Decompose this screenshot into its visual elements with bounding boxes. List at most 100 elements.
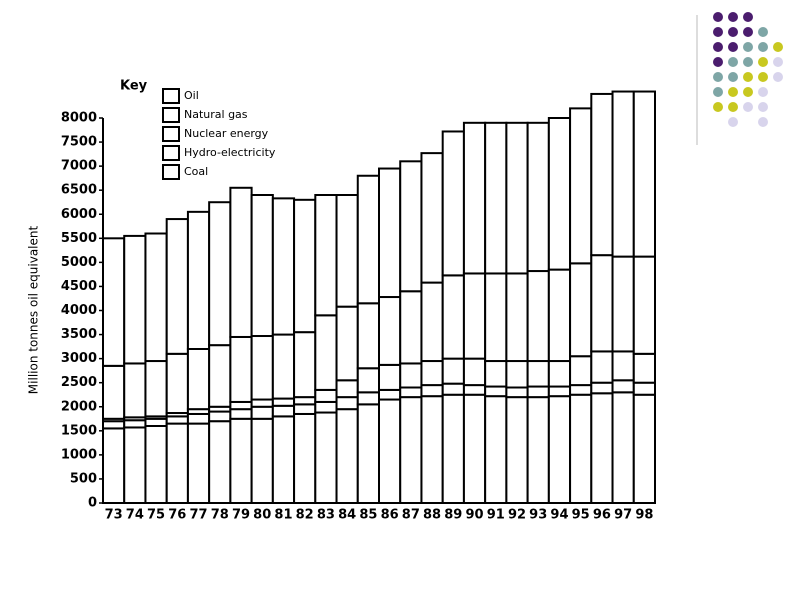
bar-segment <box>186 422 211 504</box>
x-tick-label: 87 <box>402 508 420 523</box>
bar-segment <box>420 281 444 363</box>
bar-segment <box>526 396 550 504</box>
bar-segment <box>420 395 444 505</box>
bar-segment <box>356 403 380 504</box>
bar-segment <box>378 363 402 391</box>
y-tick-label: 6000 <box>61 207 97 222</box>
y-tick-label: 2500 <box>61 375 97 390</box>
bar-segment <box>420 152 444 284</box>
legend-label: Nuclear energy <box>184 127 269 140</box>
x-tick-label: 75 <box>147 508 165 523</box>
y-tick-label: 4500 <box>61 279 97 294</box>
x-tick-label: 77 <box>189 508 207 523</box>
bar-segment <box>250 194 274 338</box>
bar-segment <box>611 379 635 394</box>
bar-segment <box>399 386 423 399</box>
bar-segment <box>293 331 317 399</box>
bar-segment <box>378 167 402 299</box>
y-tick-label: 500 <box>70 471 97 486</box>
bar-segment <box>314 194 338 317</box>
bar-segment <box>229 417 253 504</box>
bar-segment <box>123 426 147 505</box>
bar-segment <box>569 355 593 387</box>
bar-segment <box>590 254 614 353</box>
bar-segment <box>229 335 253 403</box>
bar-segment <box>590 350 614 384</box>
bar-segment <box>526 360 550 388</box>
x-tick-label: 98 <box>635 508 653 523</box>
bar-segment <box>441 274 465 360</box>
bar-segment <box>632 393 656 504</box>
bar-segment <box>293 198 317 334</box>
y-tick-label: 1000 <box>61 447 97 462</box>
legend-label: Natural gas <box>184 108 248 121</box>
bar-segment <box>293 396 317 406</box>
x-tick-label: 81 <box>274 508 292 523</box>
y-tick-label: 4000 <box>61 303 97 318</box>
bar-segment <box>378 296 402 366</box>
bar-segment <box>165 415 189 425</box>
bar-segment <box>102 237 126 367</box>
bar-segment <box>356 174 380 305</box>
bar-segment <box>441 130 465 277</box>
bar-segment <box>144 417 168 427</box>
legend-label: Hydro-electricity <box>184 146 276 159</box>
bar-segment <box>335 305 359 382</box>
bar-segment <box>229 400 253 411</box>
bar-segment <box>547 360 572 388</box>
x-tick-label: 82 <box>296 508 314 523</box>
bar-segment <box>250 335 274 401</box>
x-tick-label: 83 <box>317 508 335 523</box>
bar-segment <box>144 232 168 363</box>
bar-segment <box>208 344 232 408</box>
bar-segment <box>271 404 296 418</box>
bar-segment <box>399 290 423 365</box>
bar-segment <box>335 408 359 504</box>
y-tick-label: 0 <box>88 496 97 511</box>
x-tick-label: 91 <box>487 508 505 523</box>
bar-segment <box>165 352 189 415</box>
bar-segment <box>420 360 444 387</box>
x-tick-label: 79 <box>232 508 250 523</box>
bar-segment <box>590 392 614 504</box>
bar-segment <box>335 194 359 308</box>
bar-segment <box>590 381 614 395</box>
bar-segment <box>271 333 296 400</box>
bar-segment <box>611 391 635 504</box>
x-tick-label: 89 <box>444 508 462 523</box>
bar-segment <box>271 397 296 407</box>
bar-segment <box>378 388 402 401</box>
bar-segment <box>505 396 529 504</box>
legend-swatch <box>162 145 180 161</box>
bar-segment <box>484 360 508 388</box>
bar-segment <box>186 210 211 350</box>
y-tick-label: 2000 <box>61 399 97 414</box>
bar-segment <box>462 393 487 504</box>
bar-segment <box>335 396 359 411</box>
bar-segment <box>399 362 423 389</box>
x-tick-label: 86 <box>381 508 399 523</box>
y-tick-label: 1500 <box>61 423 97 438</box>
bar-segment <box>547 268 572 363</box>
bar-segment <box>186 412 211 425</box>
bar-segment <box>611 350 635 382</box>
bar-segment <box>569 107 593 265</box>
bar-segment <box>547 117 572 271</box>
bar-segment <box>569 384 593 396</box>
y-tick-label: 5000 <box>61 255 97 270</box>
bar-segment <box>462 272 487 360</box>
bar-segment <box>505 121 529 275</box>
x-tick-label: 93 <box>529 508 547 523</box>
legend-swatch <box>162 107 180 123</box>
bar-segment <box>611 90 635 258</box>
legend-swatch <box>162 88 180 104</box>
bar-segment <box>484 121 508 275</box>
bar-segment <box>378 398 402 504</box>
bar-segment <box>632 381 656 396</box>
bar-segment <box>123 234 147 365</box>
bar-segment <box>484 385 508 398</box>
bar-segment <box>526 121 550 273</box>
bar-segment <box>462 384 487 396</box>
bar-segment <box>462 121 487 275</box>
